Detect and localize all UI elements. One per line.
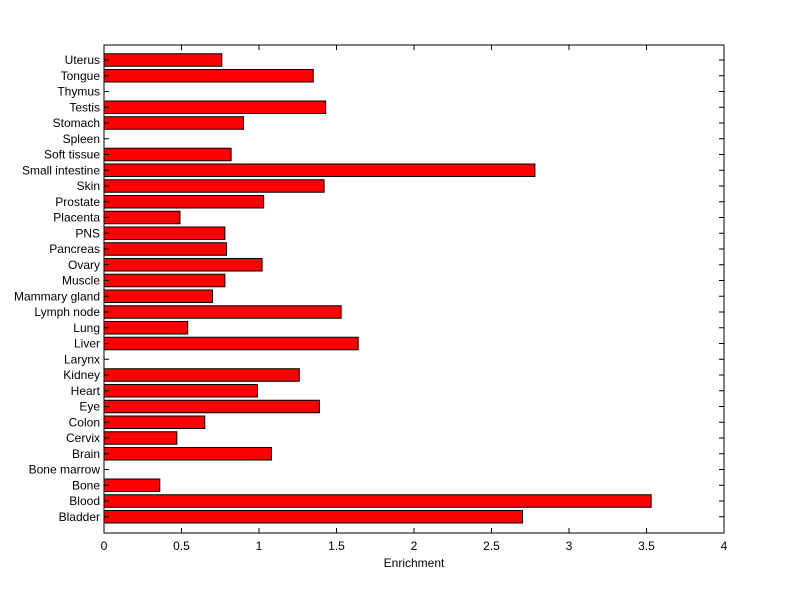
bars-group bbox=[103, 53, 724, 524]
x-axis-label: Enrichment bbox=[384, 556, 445, 570]
x-tick-label-2: 1 bbox=[256, 539, 263, 553]
bar-small-intestine bbox=[103, 163, 536, 177]
category-label-eye: Eye bbox=[79, 400, 100, 414]
bar-liver bbox=[103, 336, 359, 351]
category-label-colon: Colon bbox=[69, 415, 100, 429]
category-label-blood: Blood bbox=[69, 494, 100, 508]
bar-lymph-node bbox=[103, 305, 342, 319]
bar-blood bbox=[103, 494, 652, 508]
bar-bladder bbox=[103, 510, 523, 524]
bar-pancreas bbox=[103, 242, 227, 256]
bar-kidney bbox=[103, 368, 300, 382]
bar-prostate bbox=[103, 195, 265, 209]
category-label-prostate: Prostate bbox=[55, 195, 100, 209]
x-tick-label-5: 2.5 bbox=[483, 539, 500, 553]
bar-colon bbox=[103, 415, 206, 429]
category-label-mammary-gland: Mammary gland bbox=[14, 289, 100, 303]
category-label-bladder: Bladder bbox=[59, 510, 100, 524]
bar-testis bbox=[103, 100, 327, 114]
category-label-kidney: Kidney bbox=[63, 368, 100, 382]
bar-bone bbox=[103, 478, 161, 492]
category-label-heart: Heart bbox=[71, 384, 101, 398]
category-label-small-intestine: Small intestine bbox=[22, 163, 100, 177]
x-tick-label-7: 3.5 bbox=[638, 539, 655, 553]
bar-eye bbox=[103, 399, 320, 414]
category-label-pancreas: Pancreas bbox=[49, 242, 100, 256]
category-label-uterus: Uterus bbox=[65, 53, 100, 67]
category-label-tongue: Tongue bbox=[61, 69, 101, 83]
category-label-muscle: Muscle bbox=[62, 274, 100, 288]
bar-skin bbox=[103, 179, 325, 193]
category-label-skin: Skin bbox=[77, 179, 100, 193]
bar-mammary-gland bbox=[103, 289, 213, 303]
bar-soft-tissue bbox=[103, 147, 232, 162]
category-label-ovary: Ovary bbox=[68, 258, 100, 272]
bar-pns bbox=[103, 226, 226, 240]
x-tick-label-4: 2 bbox=[411, 539, 418, 553]
x-tick-label-3: 1.5 bbox=[328, 539, 345, 553]
category-label-liver: Liver bbox=[74, 337, 100, 351]
category-label-thymus: Thymus bbox=[57, 85, 100, 99]
x-tick-label-0: 0 bbox=[101, 539, 108, 553]
x-ticks: 0 0.5 1 1.5 2 2.5 3 3.5 4 bbox=[101, 45, 728, 553]
category-label-lung: Lung bbox=[73, 321, 100, 335]
bar-placenta bbox=[103, 210, 181, 225]
x-tick-label-1: 0.5 bbox=[173, 539, 190, 553]
category-label-bone-marrow: Bone marrow bbox=[29, 463, 101, 477]
category-label-pns: PNS bbox=[75, 226, 100, 240]
category-label-cervix: Cervix bbox=[66, 431, 100, 445]
category-label-bone: Bone bbox=[72, 478, 100, 492]
bar-muscle bbox=[103, 273, 226, 288]
bar-tongue bbox=[103, 69, 314, 83]
bar-brain bbox=[103, 447, 272, 461]
x-tick-label-8: 4 bbox=[721, 539, 728, 553]
bar-uterus bbox=[103, 53, 223, 67]
bar-cervix bbox=[103, 431, 178, 445]
bar-ovary bbox=[103, 258, 263, 272]
bar-heart bbox=[103, 384, 258, 398]
x-tick-label-6: 3 bbox=[566, 539, 573, 553]
category-label-spleen: Spleen bbox=[63, 132, 100, 146]
category-label-brain: Brain bbox=[72, 447, 100, 461]
bar-lung bbox=[103, 321, 189, 335]
category-label-soft-tissue: Soft tissue bbox=[44, 148, 100, 162]
category-label-testis: Testis bbox=[69, 100, 100, 114]
category-label-lymph-node: Lymph node bbox=[34, 305, 100, 319]
category-label-placenta: Placenta bbox=[53, 211, 100, 225]
category-label-stomach: Stomach bbox=[53, 116, 100, 130]
category-label-larynx: Larynx bbox=[64, 352, 100, 366]
bar-stomach bbox=[103, 116, 244, 130]
